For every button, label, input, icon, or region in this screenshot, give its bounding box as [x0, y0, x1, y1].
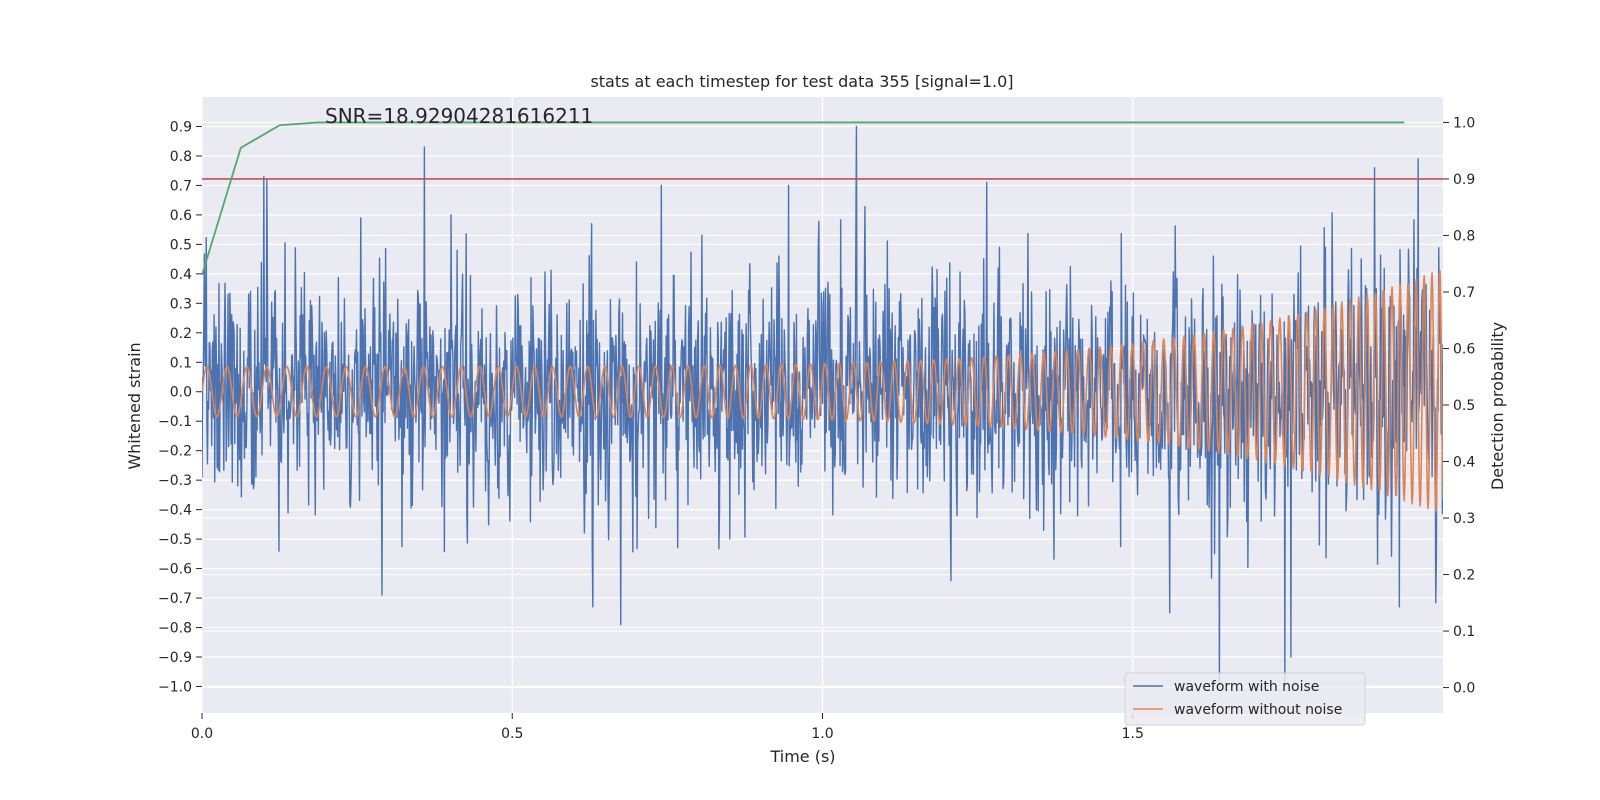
y-tick-label-right-6: 0.4 — [1453, 455, 1475, 471]
snr-annotation: SNR=18.92904281616211 — [325, 104, 593, 128]
y-tick-label-left-19: −1.0 — [158, 679, 192, 695]
y-tick-label-right-2: 0.8 — [1453, 228, 1475, 244]
y-tick-label-left-9: 0.0 — [170, 385, 192, 401]
y-tick-label-left-1: 0.8 — [170, 149, 192, 165]
y-tick-label-left-0: 0.9 — [170, 119, 192, 135]
y-tick-label-left-12: −0.3 — [158, 473, 192, 489]
x-tick-label-2: 1.0 — [811, 726, 833, 742]
x-tick-label-3: 1.5 — [1122, 726, 1144, 742]
y-tick-label-right-7: 0.3 — [1453, 511, 1475, 527]
series-waveform-without-noise — [202, 270, 1443, 513]
x-tick-label-0: 0.0 — [191, 726, 213, 742]
y-tick-label-right-10: 0.0 — [1453, 681, 1475, 697]
y-tick-label-left-13: −0.4 — [158, 503, 192, 519]
series-detection-probability — [202, 121, 1405, 276]
y-tick-label-left-4: 0.5 — [170, 237, 192, 253]
y-tick-label-right-4: 0.6 — [1453, 341, 1475, 357]
y-axis-right-ticks: 1.0 0.9 0.8 0.7 0.6 0.5 0.4 0.3 0.2 0.1 0.0 — [1443, 115, 1475, 697]
y-axis-left-ticks: 0.9 0.8 0.7 0.6 0.5 0.4 0.3 0.2 0.1 0.0 −0.1 −0.2 −0… — [158, 119, 202, 695]
y-tick-label-right-1: 0.9 — [1453, 172, 1475, 188]
x-axis-label: Time (s) — [769, 747, 835, 766]
y-tick-label-left-3: 0.6 — [170, 208, 192, 224]
y-tick-label-left-11: −0.2 — [158, 444, 192, 460]
y-tick-label-left-5: 0.4 — [170, 267, 192, 283]
chart-title: stats at each timestep for test data 355… — [590, 72, 1013, 91]
y-tick-label-left-15: −0.6 — [158, 562, 192, 578]
y-tick-label-left-10: −0.1 — [158, 414, 192, 430]
legend-box — [1124, 672, 1366, 726]
y-axis-label-right: Detection probability — [1488, 322, 1507, 490]
legend-label-noisy: waveform with noise — [1174, 679, 1319, 695]
legend: waveform with noise waveform without noi… — [1124, 672, 1366, 726]
y-tick-label-left-6: 0.3 — [170, 296, 192, 312]
series-layer — [202, 121, 1443, 688]
y-tick-label-left-16: −0.7 — [158, 591, 192, 607]
y-tick-label-right-3: 0.7 — [1453, 285, 1475, 301]
y-tick-label-left-17: −0.8 — [158, 621, 192, 637]
y-tick-label-left-18: −0.9 — [158, 650, 192, 666]
y-tick-label-right-5: 0.5 — [1453, 398, 1475, 414]
y-tick-label-left-14: −0.5 — [158, 532, 192, 548]
y-tick-label-left-8: 0.1 — [170, 355, 192, 371]
y-tick-label-right-9: 0.1 — [1453, 624, 1475, 640]
y-tick-label-right-8: 0.2 — [1453, 568, 1475, 584]
x-axis-ticks: 0.0 0.5 1.0 1.5 — [191, 713, 1144, 742]
x-tick-label-1: 0.5 — [501, 726, 523, 742]
y-tick-label-left-2: 0.7 — [170, 178, 192, 194]
y-tick-label-right-0: 1.0 — [1453, 115, 1475, 131]
y-axis-label-left: Whitened strain — [125, 342, 144, 469]
legend-label-clean: waveform without noise — [1174, 702, 1342, 718]
y-tick-label-left-7: 0.2 — [170, 326, 192, 342]
